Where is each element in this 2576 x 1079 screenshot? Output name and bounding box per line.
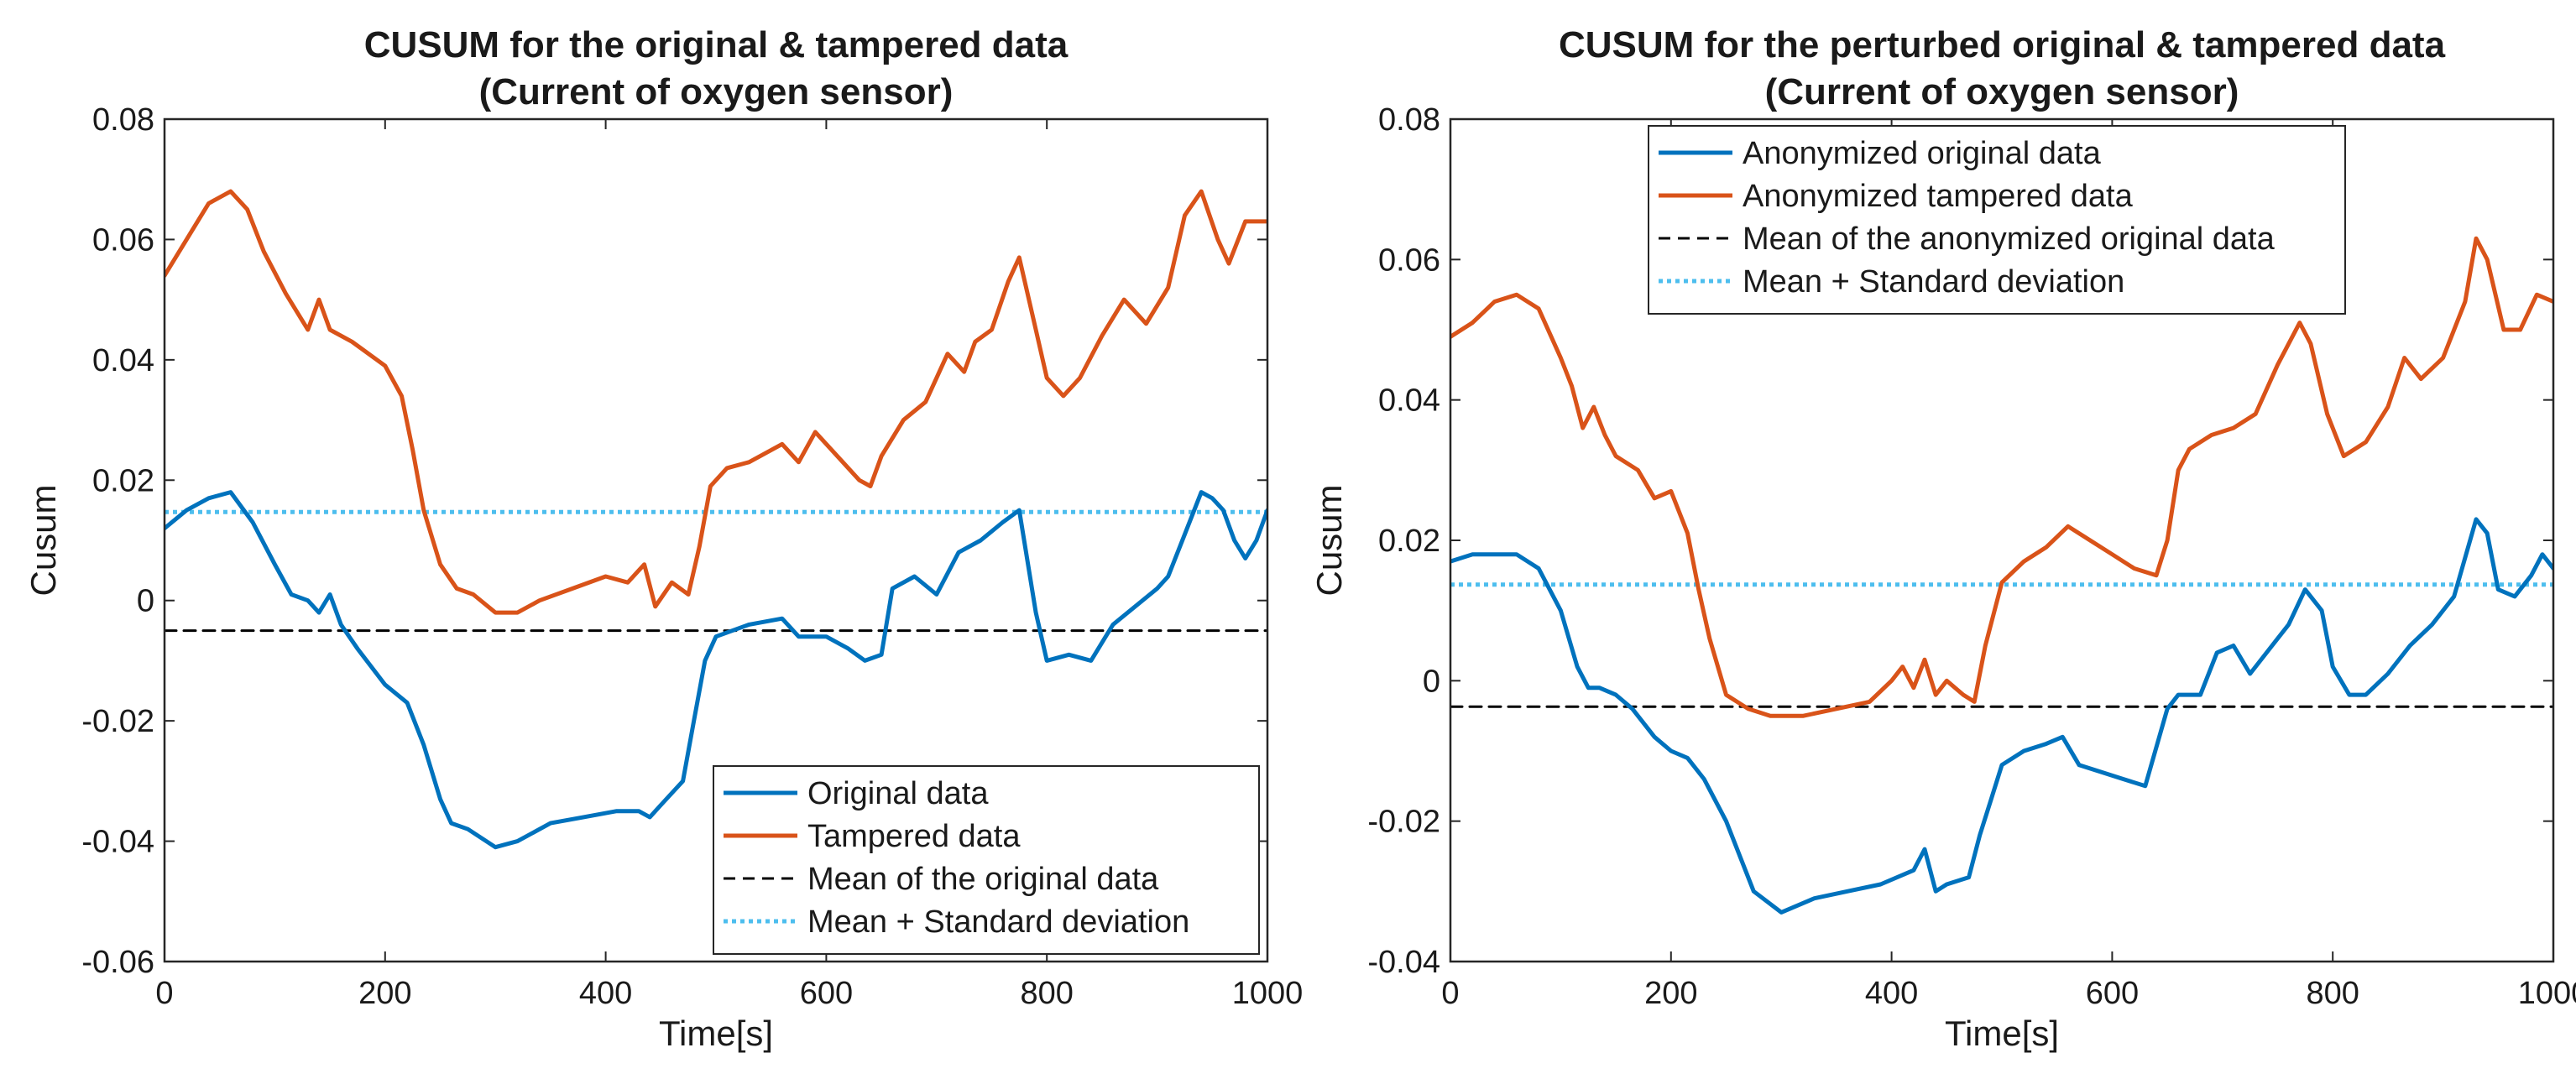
chart-subtitle: (Current of oxygen sensor) — [1765, 71, 2239, 112]
y-tick-label: 0.06 — [92, 222, 154, 258]
chart-subtitle: (Current of oxygen sensor) — [479, 71, 954, 112]
y-tick-label: 0.08 — [1378, 102, 1440, 138]
chart-2: CUSUM for the perturbed original & tampe… — [1309, 24, 2576, 1053]
y-tick-label: 0.04 — [1378, 383, 1440, 419]
x-tick-label: 400 — [1865, 976, 1918, 1011]
x-tick-label: 600 — [800, 976, 853, 1011]
original-data-line — [165, 490, 1267, 850]
plot-frame — [163, 117, 1269, 963]
legend-box — [713, 765, 1260, 955]
y-tick-label: -0.04 — [81, 825, 154, 860]
y-tick-label: 0.04 — [92, 343, 154, 378]
legend-box — [1648, 125, 2346, 315]
x-tick-label: 0 — [1441, 976, 1459, 1011]
tampered-data-line — [1450, 236, 2553, 718]
legend-entry: Anonymized tampered data — [1743, 179, 2134, 214]
y-tick-label: 0.06 — [1378, 242, 1440, 278]
y-tick-label: -0.06 — [81, 945, 154, 980]
series-group — [1450, 236, 2553, 915]
chart-1: CUSUM for the original & tampered data (C… — [24, 24, 1303, 1053]
legend-entry: Anonymized original data — [1743, 136, 2102, 171]
y-axis-label: Cusum — [1309, 484, 1349, 596]
plot-frame — [1449, 117, 2555, 963]
x-axis-label: Time[s] — [1945, 1014, 2059, 1053]
x-tick-label: 0 — [155, 976, 173, 1011]
y-tick-label: 0.02 — [92, 463, 154, 498]
y-tick-label: 0 — [1423, 664, 1440, 699]
chart-title: CUSUM for the perturbed original & tampe… — [1559, 24, 2446, 65]
tampered-data-line — [165, 189, 1267, 615]
x-tick-label: 1000 — [2518, 976, 2576, 1011]
x-tick-label: 1000 — [1232, 976, 1304, 1011]
x-tick-label: 200 — [1644, 976, 1697, 1011]
y-tick-label: 0.08 — [92, 102, 154, 138]
y-tick-label: 0.02 — [1378, 524, 1440, 559]
x-tick-label: 600 — [2086, 976, 2139, 1011]
legend: Original data Tampered data Mean of the or… — [713, 765, 1260, 955]
x-tick-label: 800 — [1020, 976, 1073, 1011]
y-axis-label: Cusum — [24, 484, 63, 596]
chart-title: CUSUM for the original & tampered data — [364, 24, 1069, 65]
y-tick-label: -0.02 — [1367, 805, 1440, 840]
x-axis-label: Time[s] — [659, 1014, 773, 1053]
legend-entry: Tampered data — [807, 819, 1021, 854]
original-data-line — [1450, 517, 2553, 915]
x-tick-label: 800 — [2306, 976, 2359, 1011]
y-tick-label: -0.02 — [81, 704, 154, 739]
y-tick-label: -0.04 — [1367, 945, 1440, 980]
legend-entry: Mean of the original data — [807, 862, 1159, 897]
legend-entry: Original data — [807, 776, 989, 811]
series-group — [165, 189, 1267, 850]
x-tick-label: 400 — [579, 976, 632, 1011]
y-tick-label: 0 — [137, 584, 154, 619]
legend-entry: Mean + Standard deviation — [807, 904, 1189, 940]
legend-entry: Mean + Standard deviation — [1743, 264, 2124, 300]
x-tick-label: 200 — [358, 976, 411, 1011]
legend: Anonymized original data Anonymized tampe… — [1648, 125, 2346, 315]
legend-entry: Mean of the anonymized original data — [1743, 222, 2276, 257]
